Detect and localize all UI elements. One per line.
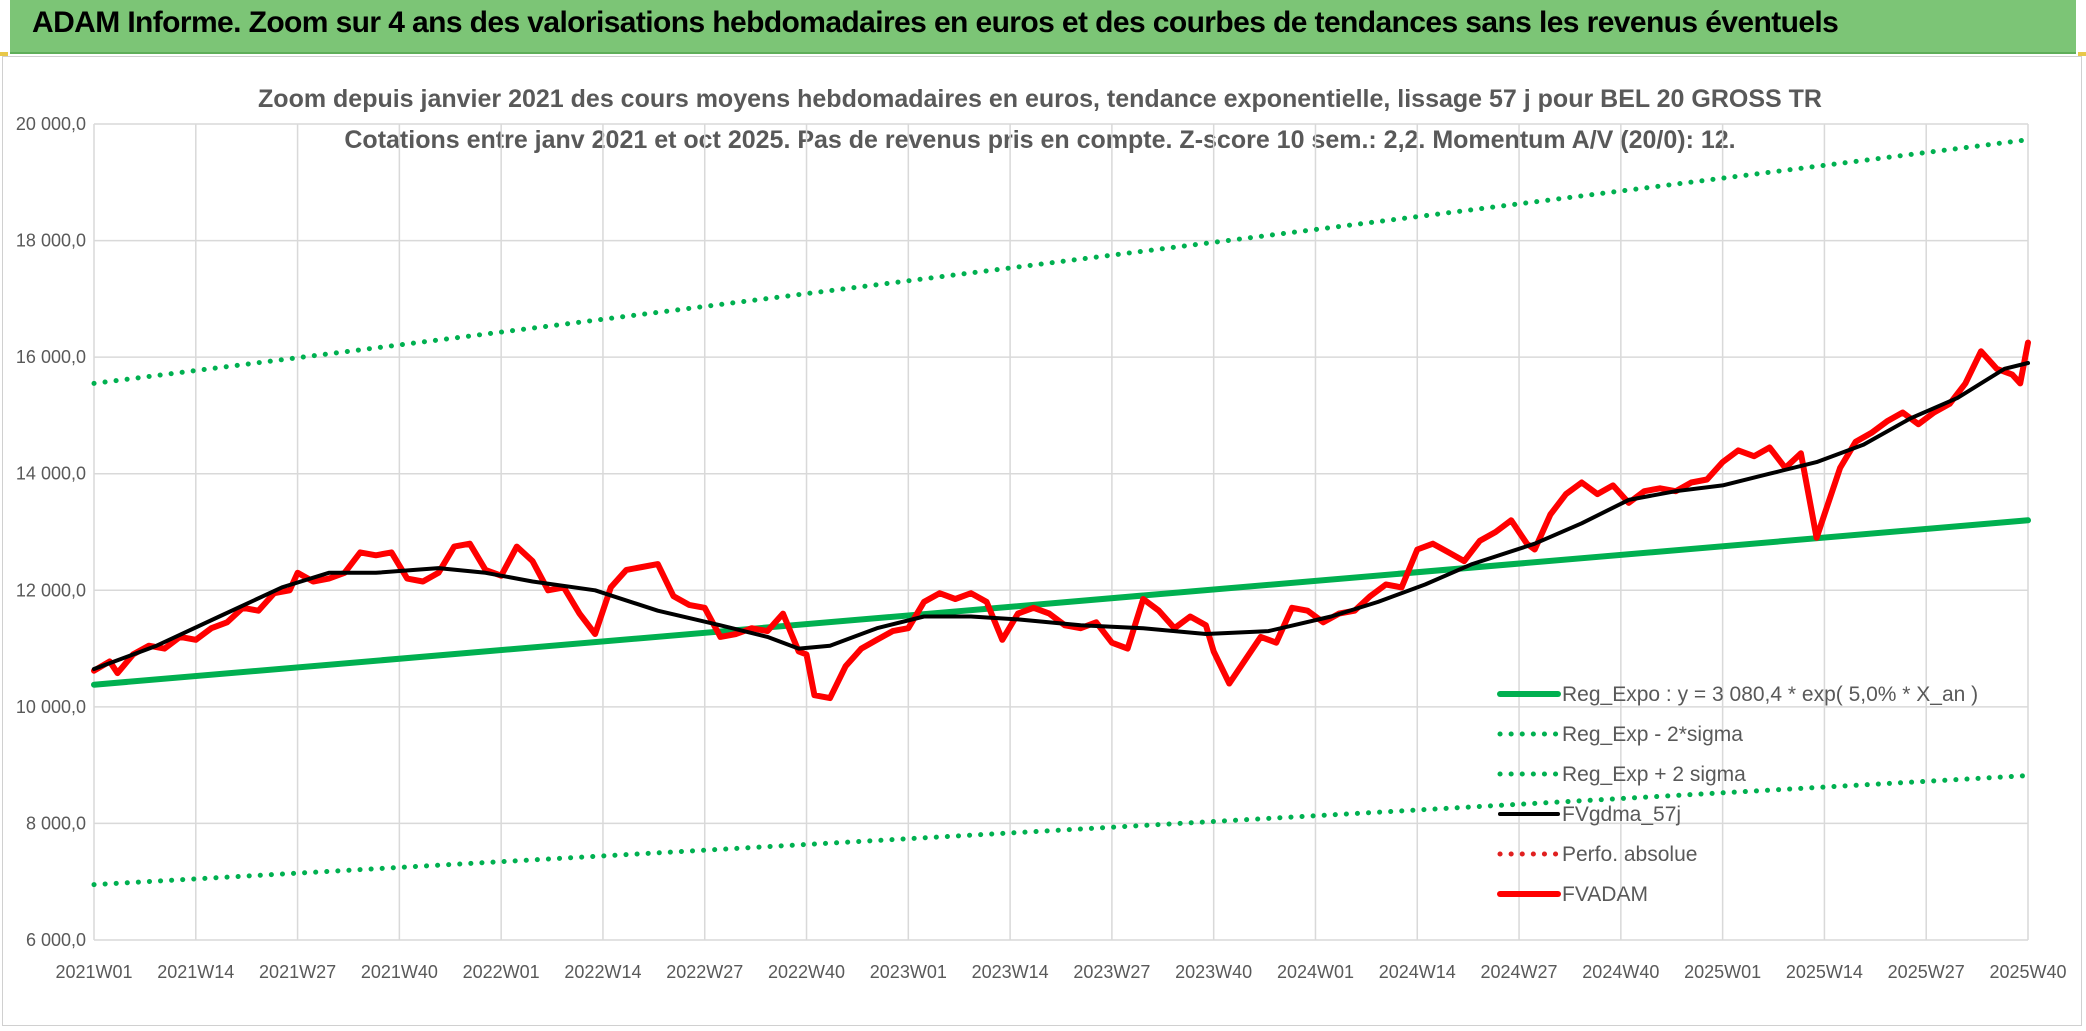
chart-frame <box>2 56 2082 1026</box>
x-tick-label: 2022W01 <box>463 962 540 982</box>
series-lines <box>91 137 2031 888</box>
legend: Reg_Expo : y = 3 080,4 * exp( 5,0% * X_a… <box>1497 683 1978 906</box>
x-tick-label: 2022W27 <box>666 962 743 982</box>
x-tick-label: 2024W40 <box>1582 962 1659 982</box>
y-tick-label: 16 000,0 <box>16 347 86 367</box>
x-tick-label: 2022W40 <box>768 962 845 982</box>
series-line-2 <box>91 773 2031 888</box>
x-axis-ticks: 2021W01 2021W14 2021W27 2021W40 2022W01 2022W… <box>55 962 2066 982</box>
x-tick-label: 2025W40 <box>1989 962 2066 982</box>
x-tick-label: 2025W14 <box>1786 962 1863 982</box>
series-line-1 <box>91 137 2031 386</box>
x-tick-label: 2023W27 <box>1073 962 1150 982</box>
x-tick-label: 2021W40 <box>361 962 438 982</box>
banner-corner-left <box>0 52 8 56</box>
x-tick-label: 2023W40 <box>1175 962 1252 982</box>
x-tick-label: 2022W14 <box>564 962 641 982</box>
grid <box>93 123 2029 941</box>
y-tick-label: 14 000,0 <box>16 464 86 484</box>
legend-label: Reg_Expo : y = 3 080,4 * exp( 5,0% * X_a… <box>1562 683 1978 706</box>
series-line-5 <box>91 339 2031 702</box>
chart-title-line-1: Zoom depuis janvier 2021 des cours moyen… <box>258 85 1822 113</box>
x-tick-label: 2021W14 <box>157 962 234 982</box>
banner-corner-right <box>2078 52 2086 56</box>
y-tick-label: 10 000,0 <box>16 697 86 717</box>
legend-label: Perfo. absolue <box>1562 843 1697 866</box>
legend-label: FVgdma_57j <box>1562 803 1681 826</box>
x-tick-label: 2024W14 <box>1379 962 1456 982</box>
x-tick-label: 2021W01 <box>55 962 132 982</box>
x-tick-label: 2023W14 <box>972 962 1049 982</box>
y-axis-ticks: 20 000,0 18 000,0 16 000,0 14 000,0 12 000,0… <box>16 114 86 950</box>
x-tick-label: 2024W01 <box>1277 962 1354 982</box>
y-tick-label: 18 000,0 <box>16 231 86 251</box>
x-tick-label: 2021W27 <box>259 962 336 982</box>
y-tick-label: 6 000,0 <box>26 930 86 950</box>
y-tick-label: 20 000,0 <box>16 114 86 134</box>
legend-label: Reg_Exp - 2*sigma <box>1562 723 1743 746</box>
y-tick-label: 8 000,0 <box>26 813 86 833</box>
series-line-0 <box>91 517 2031 688</box>
legend-label: FVADAM <box>1562 883 1648 906</box>
report-banner: ADAM Informe. Zoom sur 4 ans des valoris… <box>10 0 2076 54</box>
y-tick-label: 12 000,0 <box>16 580 86 600</box>
x-tick-label: 2025W01 <box>1684 962 1761 982</box>
chart-title-line-2: Cotations entre janv 2021 et oct 2025. P… <box>344 126 1735 154</box>
legend-label: Reg_Exp + 2 sigma <box>1562 763 1746 786</box>
report-title: ADAM Informe. Zoom sur 4 ans des valoris… <box>32 6 1839 39</box>
series-line-3 <box>92 361 2030 671</box>
x-tick-label: 2024W27 <box>1481 962 1558 982</box>
x-tick-label: 2025W27 <box>1888 962 1965 982</box>
x-tick-label: 2023W01 <box>870 962 947 982</box>
